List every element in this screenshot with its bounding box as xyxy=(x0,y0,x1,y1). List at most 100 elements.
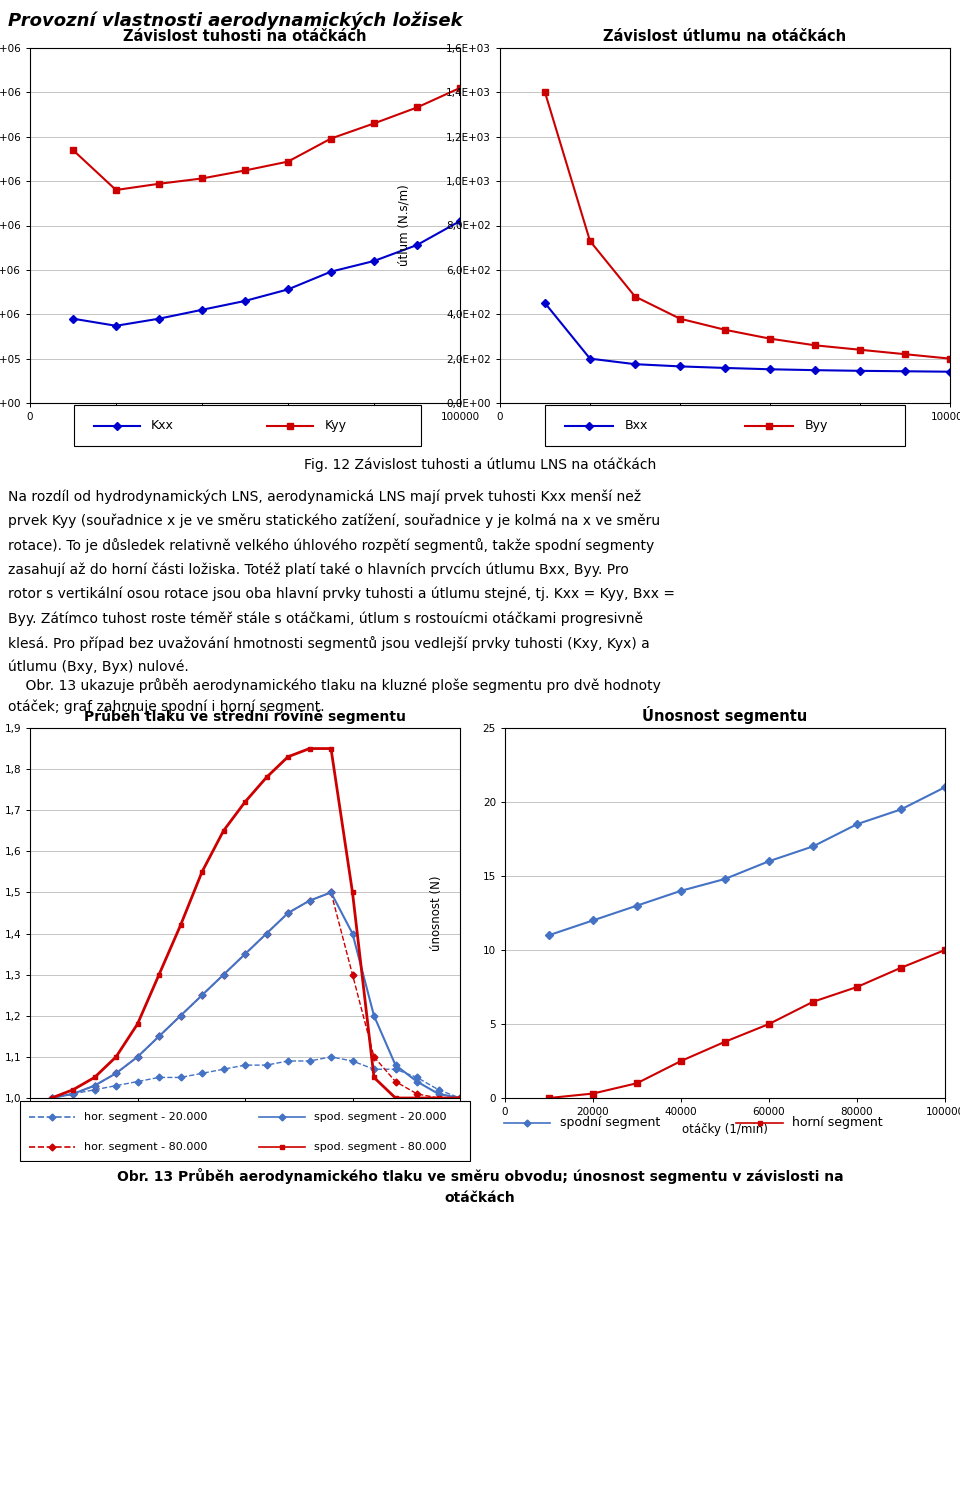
hor. segment - 80.000 xyxy=(46,1089,58,1107)
spod. segment - 20.000 xyxy=(411,1073,422,1091)
horní segment xyxy=(896,958,907,976)
Title: Závislost útlumu na otáčkách: Závislost útlumu na otáčkách xyxy=(604,30,847,45)
Kyy xyxy=(239,162,251,180)
Kyy xyxy=(454,79,466,97)
Kxx xyxy=(369,251,380,269)
Text: útlumu (Bxy, Byx) nulové.: útlumu (Bxy, Byx) nulové. xyxy=(8,661,189,674)
Bxx xyxy=(674,357,685,375)
Byy xyxy=(809,336,821,354)
hor. segment - 80.000 xyxy=(390,1073,401,1091)
spod. segment - 80.000 xyxy=(218,821,229,839)
Line: horní segment: horní segment xyxy=(546,948,948,1101)
spod. segment - 80.000 xyxy=(154,966,165,984)
Bxx xyxy=(540,295,551,312)
hor. segment - 80.000 xyxy=(132,1048,143,1065)
Bxx xyxy=(945,363,956,381)
spod. segment - 20.000 xyxy=(433,1085,444,1103)
Text: Obr. 13 Průběh aerodynamického tlaku ve směru obvodu; únosnost segmentu v závisl: Obr. 13 Průběh aerodynamického tlaku ve … xyxy=(117,1168,843,1184)
Byy xyxy=(900,345,911,363)
spod. segment - 80.000 xyxy=(347,884,358,902)
hor. segment - 20.000 xyxy=(325,1048,337,1065)
Byy xyxy=(585,232,596,250)
spod. segment - 80.000 xyxy=(88,1068,100,1086)
Title: Průběh tlaku ve střední rovině segmentu: Průběh tlaku ve střední rovině segmentu xyxy=(84,708,406,725)
Kxx xyxy=(239,292,251,310)
spod. segment - 20.000 xyxy=(261,924,273,942)
X-axis label: otáčky (1/min): otáčky (1/min) xyxy=(682,427,768,440)
hor. segment - 80.000 xyxy=(347,966,358,984)
X-axis label: otáčky (1/min): otáčky (1/min) xyxy=(682,1122,768,1135)
horní segment xyxy=(852,978,863,995)
spod. segment - 20.000 xyxy=(347,924,358,942)
spod. segment - 80.000 xyxy=(67,1080,79,1098)
spodní segment xyxy=(719,870,731,888)
hor. segment - 80.000 xyxy=(261,924,273,942)
Text: spod. segment - 20.000: spod. segment - 20.000 xyxy=(314,1113,446,1122)
Y-axis label: útlum (N.s/m): útlum (N.s/m) xyxy=(397,185,410,266)
horní segment xyxy=(588,1085,599,1103)
horní segment xyxy=(763,1015,775,1033)
Text: otáčkách: otáčkách xyxy=(444,1190,516,1205)
spodní segment xyxy=(763,853,775,870)
Kyy xyxy=(196,170,207,187)
hor. segment - 20.000 xyxy=(390,1061,401,1079)
spod. segment - 20.000 xyxy=(110,1064,122,1082)
hor. segment - 20.000 xyxy=(88,1080,100,1098)
Text: horní segment: horní segment xyxy=(792,1116,883,1129)
spodní segment xyxy=(896,801,907,818)
hor. segment - 20.000 xyxy=(154,1068,165,1086)
spod. segment - 80.000 xyxy=(369,1068,380,1086)
hor. segment - 80.000 xyxy=(282,905,294,923)
Text: spod. segment - 80.000: spod. segment - 80.000 xyxy=(314,1141,446,1152)
Title: Závislost tuhosti na otáčkách: Závislost tuhosti na otáčkách xyxy=(123,30,367,45)
spod. segment - 20.000 xyxy=(154,1027,165,1045)
spod. segment - 80.000 xyxy=(454,1089,466,1107)
Text: rotor s vertikální osou rotace jsou oba hlavní prvky tuhosti a útlumu stejné, tj: rotor s vertikální osou rotace jsou oba … xyxy=(8,586,675,601)
Text: Byy. Zátímco tuhost roste téměř stále s otáčkami, útlum s rostouícmi otáčkami pr: Byy. Zátímco tuhost roste téměř stále s … xyxy=(8,612,643,625)
Kyy xyxy=(67,141,79,159)
spod. segment - 80.000 xyxy=(261,768,273,786)
spod. segment - 20.000 xyxy=(67,1085,79,1103)
hor. segment - 80.000 xyxy=(88,1077,100,1095)
Kyy xyxy=(110,182,122,199)
hor. segment - 80.000 xyxy=(110,1064,122,1082)
Text: Kyy: Kyy xyxy=(324,420,347,432)
spod. segment - 20.000 xyxy=(196,987,207,1004)
Kxx xyxy=(154,310,165,327)
X-axis label: otáčky (1/min): otáčky (1/min) xyxy=(202,427,288,440)
spod. segment - 20.000 xyxy=(369,1007,380,1025)
Line: hor. segment - 20.000: hor. segment - 20.000 xyxy=(49,1055,463,1101)
Bxx xyxy=(719,359,731,376)
Kxx xyxy=(196,301,207,318)
Kxx xyxy=(411,237,422,254)
spod. segment - 20.000 xyxy=(175,1007,186,1025)
Title: Únosnost segmentu: Únosnost segmentu xyxy=(642,705,807,725)
FancyBboxPatch shape xyxy=(19,1101,470,1161)
hor. segment - 20.000 xyxy=(261,1056,273,1074)
hor. segment - 20.000 xyxy=(369,1061,380,1079)
spod. segment - 80.000 xyxy=(110,1048,122,1065)
spod. segment - 20.000 xyxy=(282,905,294,923)
Kxx xyxy=(454,213,466,231)
hor. segment - 20.000 xyxy=(433,1080,444,1098)
spodní segment xyxy=(632,897,643,915)
hor. segment - 20.000 xyxy=(347,1052,358,1070)
Byy xyxy=(945,350,956,368)
spod. segment - 80.000 xyxy=(175,917,186,934)
Bxx xyxy=(854,362,866,379)
Byy xyxy=(629,287,640,305)
Byy xyxy=(764,330,776,348)
Bxx xyxy=(629,356,640,373)
hor. segment - 80.000 xyxy=(369,1048,380,1065)
hor. segment - 20.000 xyxy=(411,1068,422,1086)
Kyy xyxy=(154,176,165,193)
Kyy xyxy=(325,129,337,147)
spod. segment - 80.000 xyxy=(325,740,337,757)
spodní segment xyxy=(852,815,863,833)
Bxx xyxy=(900,363,911,381)
horní segment xyxy=(675,1052,686,1070)
hor. segment - 20.000 xyxy=(67,1085,79,1103)
horní segment xyxy=(632,1074,643,1092)
hor. segment - 20.000 xyxy=(132,1073,143,1091)
Text: klesá. Pro případ bez uvažování hmotnosti segmentů jsou vedlejší prvky tuhosti (: klesá. Pro případ bez uvažování hmotnost… xyxy=(8,635,650,650)
